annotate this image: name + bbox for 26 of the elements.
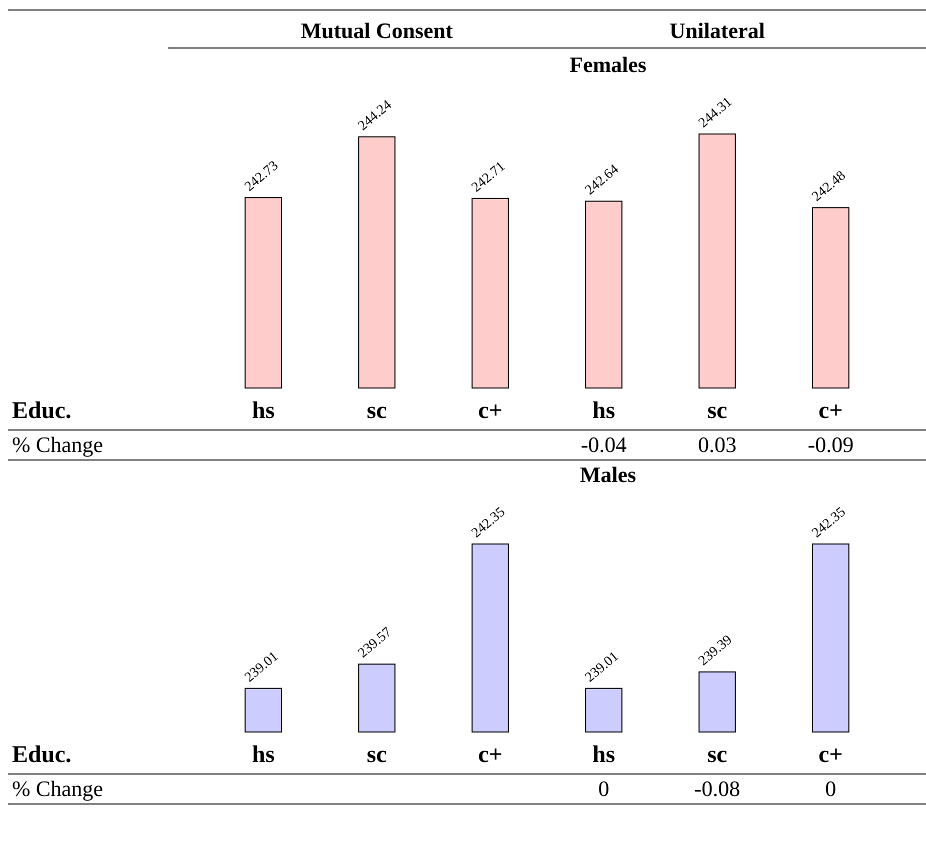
x-tick-label: hs [252,398,275,424]
x-tick-label: hs [592,742,616,768]
x-tick-label: hs [592,398,616,424]
x-tick-label: sc [707,742,728,768]
text: -0.08 [694,776,740,801]
x-tick-label: sc [707,398,728,424]
x-tick-label: sc [366,742,388,768]
text: Unilateral [670,18,765,43]
text: Educ. [12,398,72,424]
text: Mutual Consent [300,18,454,43]
chart-title: Males [580,462,637,487]
text: 0.03 [698,432,736,457]
text: 0 [825,776,836,801]
x-tick-label: c+ [818,742,843,768]
x-tick-label: c+ [818,398,843,424]
text: % Change [12,432,104,457]
text: -0.09 [808,432,854,457]
x-tick-label: hs [252,742,275,768]
text: % Change [12,776,104,801]
x-tick-label: sc [366,398,388,424]
x-tick-label: c+ [478,742,502,768]
text: 0 [598,776,610,801]
x-tick-label: c+ [478,398,502,424]
chart-title: Females [570,52,647,77]
text: -0.04 [580,432,627,457]
text: Educ. [12,742,72,768]
